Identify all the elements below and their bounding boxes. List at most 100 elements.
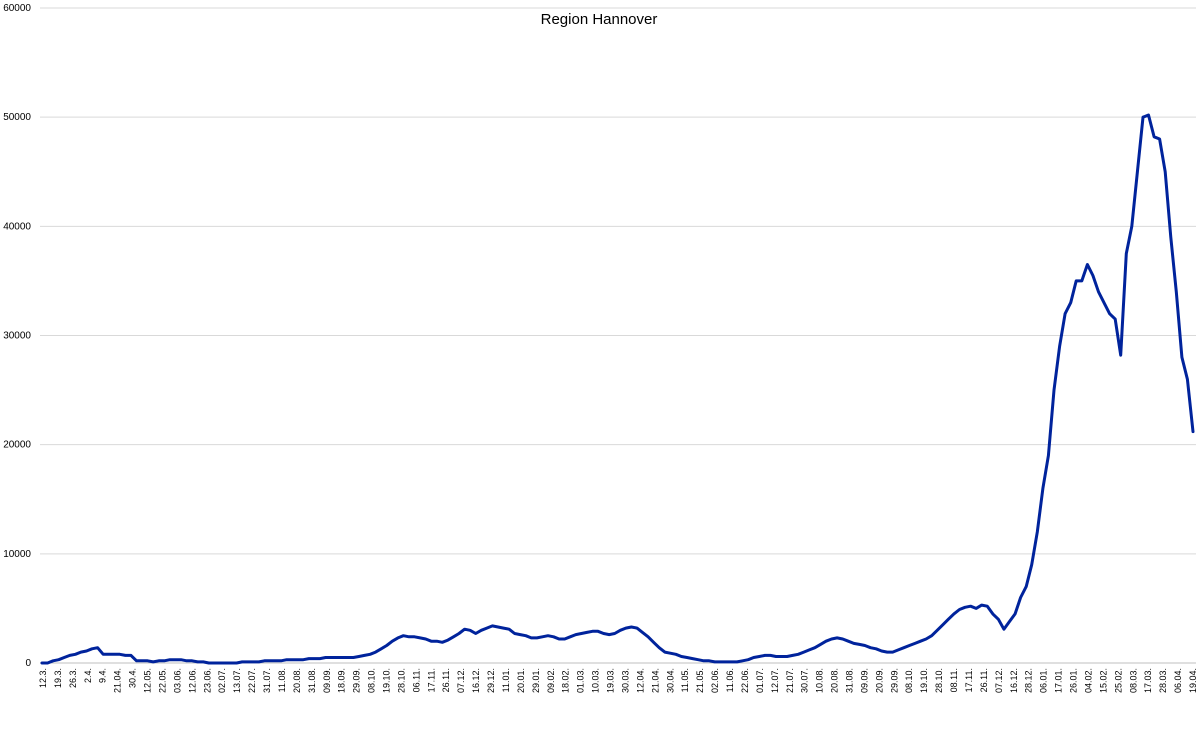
x-tick-label: 01.07. — [755, 668, 765, 693]
data-point — [781, 656, 782, 657]
data-point — [770, 655, 771, 656]
data-point — [1087, 264, 1088, 265]
data-point — [809, 649, 810, 650]
data-point — [664, 652, 665, 653]
data-point — [69, 655, 70, 656]
data-point — [381, 648, 382, 649]
data-point — [1109, 313, 1110, 314]
x-tick-label: 2.4. — [83, 668, 93, 683]
data-point — [331, 657, 332, 658]
x-tick-label: 30.4. — [128, 668, 138, 688]
data-point — [842, 639, 843, 640]
data-point — [592, 631, 593, 632]
x-tick-label: 28.10. — [934, 668, 944, 693]
data-point — [414, 636, 415, 637]
data-point — [942, 624, 943, 625]
data-point — [864, 645, 865, 646]
data-point — [392, 641, 393, 642]
data-point — [798, 654, 799, 655]
data-point — [826, 641, 827, 642]
x-tick-label: 26.01. — [1069, 668, 1079, 693]
x-tick-label: 20.09. — [874, 668, 884, 693]
x-tick-label: 10.03. — [591, 668, 601, 693]
x-tick-label: 17.01. — [1054, 668, 1064, 693]
x-tick-label: 11.08. — [277, 668, 287, 692]
x-tick-label: 07.12. — [456, 668, 466, 693]
data-point — [953, 613, 954, 614]
data-point — [192, 660, 193, 661]
data-point — [625, 628, 626, 629]
data-point — [764, 655, 765, 656]
x-tick-label: 11.06. — [725, 668, 735, 692]
data-point — [498, 627, 499, 628]
series-line-0 — [40, 113, 1195, 665]
x-tick-label: 31.08. — [307, 668, 317, 693]
data-point — [937, 630, 938, 631]
data-point — [447, 640, 448, 641]
x-tick-label: 31.08. — [844, 668, 854, 693]
data-point — [186, 660, 187, 661]
data-point — [931, 635, 932, 636]
data-point — [1026, 586, 1027, 587]
data-point — [603, 633, 604, 634]
data-point — [1126, 253, 1127, 254]
data-point — [308, 658, 309, 659]
x-tick-label: 08.11. — [949, 668, 959, 692]
data-point — [703, 660, 704, 661]
x-tick-label: 02.06. — [710, 668, 720, 693]
x-tick-label: 19.3. — [53, 668, 63, 688]
x-tick-label: 30.03. — [620, 668, 630, 693]
x-tick-label: 07.12. — [994, 668, 1004, 693]
data-point — [720, 661, 721, 662]
y-tick-label: 10000 — [3, 549, 31, 560]
data-point — [358, 656, 359, 657]
data-point — [1137, 171, 1138, 172]
x-tick-label: 31.07. — [262, 668, 272, 693]
data-point — [325, 657, 326, 658]
data-point — [214, 663, 215, 664]
x-tick-label: 23.06. — [202, 668, 212, 693]
data-point — [909, 645, 910, 646]
data-point — [442, 642, 443, 643]
data-point — [1154, 136, 1155, 137]
data-point — [531, 637, 532, 638]
data-point — [1131, 226, 1132, 227]
data-point — [620, 630, 621, 631]
data-point — [475, 633, 476, 634]
data-point — [481, 630, 482, 631]
data-point — [431, 641, 432, 642]
x-tick-label: 21.05. — [695, 668, 705, 693]
y-tick-label: 60000 — [3, 3, 31, 14]
data-point — [631, 627, 632, 628]
data-point — [231, 663, 232, 664]
data-point — [614, 633, 615, 634]
x-tick-label: 26.11. — [979, 668, 989, 692]
data-point — [959, 609, 960, 610]
data-point — [787, 656, 788, 657]
data-point — [586, 632, 587, 633]
data-point — [1042, 488, 1043, 489]
data-point — [197, 661, 198, 662]
data-point — [898, 649, 899, 650]
data-point — [158, 660, 159, 661]
data-point — [553, 636, 554, 637]
data-point — [403, 635, 404, 636]
data-point — [514, 633, 515, 634]
data-point — [103, 654, 104, 655]
data-point — [998, 619, 999, 620]
data-point — [1059, 346, 1060, 347]
x-tick-label: 17.11. — [426, 668, 436, 692]
data-point — [548, 635, 549, 636]
data-point — [803, 652, 804, 653]
data-point — [753, 657, 754, 658]
data-point — [1176, 291, 1177, 292]
data-point — [881, 651, 882, 652]
data-point — [208, 663, 209, 664]
data-point — [525, 635, 526, 636]
x-tick-label: 13.07. — [232, 668, 242, 693]
data-point — [1003, 629, 1004, 630]
data-point — [1193, 431, 1194, 432]
x-tick-label: 29.09. — [889, 668, 899, 693]
x-tick-label: 08.10. — [367, 668, 377, 693]
data-point — [1120, 355, 1121, 356]
